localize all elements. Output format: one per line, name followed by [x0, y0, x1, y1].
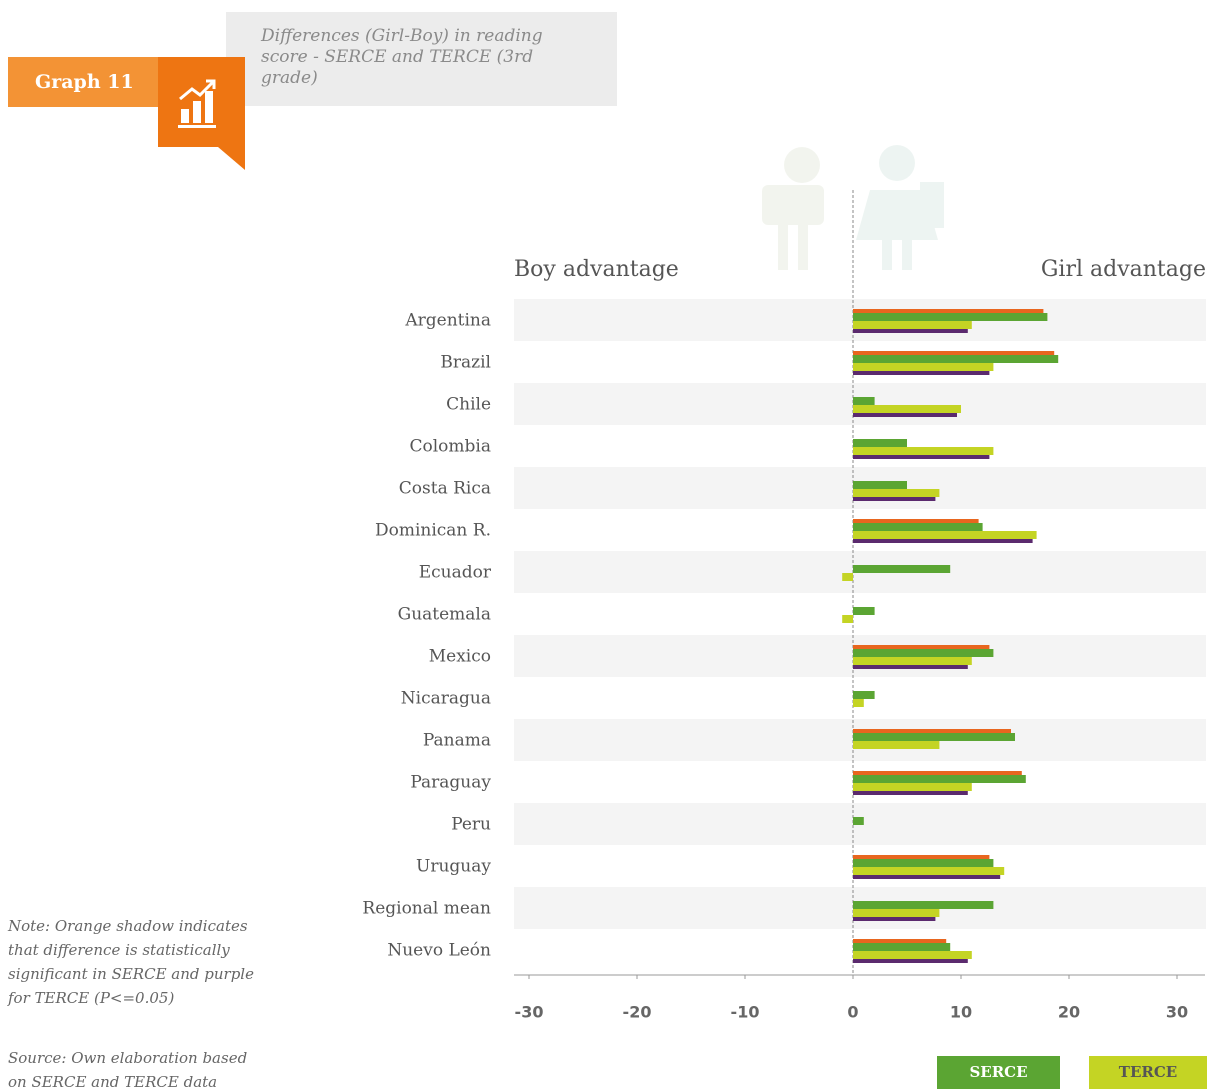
significance-shadow: [853, 455, 989, 459]
bar: [853, 699, 864, 707]
y-tick-label: Paraguay: [410, 773, 491, 793]
bar: [853, 397, 875, 405]
y-tick-label: Nuevo León: [387, 941, 491, 961]
significance-shadow: [853, 539, 1033, 543]
x-tick-label: -30: [515, 1003, 544, 1022]
x-tick-label: 20: [1058, 1003, 1080, 1022]
x-tick-label: -10: [731, 1003, 760, 1022]
bar: [853, 447, 993, 455]
bar: [853, 439, 907, 447]
significance-shadow: [853, 413, 957, 417]
y-tick-label: Regional mean: [362, 899, 491, 919]
bar: [842, 615, 853, 623]
bar: [853, 901, 993, 909]
bar: [853, 489, 939, 497]
significance-shadow: [853, 959, 968, 963]
y-tick-label: Argentina: [404, 311, 491, 331]
y-tick-label: Uruguay: [416, 857, 491, 877]
y-tick-label: Chile: [446, 395, 491, 415]
y-tick-label: Panama: [423, 731, 491, 751]
y-tick-label: Colombia: [410, 437, 492, 457]
bar: [853, 909, 939, 917]
bar: [853, 531, 1037, 539]
bar: [842, 573, 853, 581]
bar: [853, 355, 1058, 363]
bar: [853, 481, 907, 489]
x-tick-label: 0: [847, 1003, 858, 1022]
significance-shadow: [853, 917, 935, 921]
bar: [853, 951, 972, 959]
bar: [853, 363, 993, 371]
significance-shadow: [853, 791, 968, 795]
bar: [853, 859, 993, 867]
y-tick-label: Guatemala: [398, 605, 491, 625]
x-tick-label: 30: [1166, 1003, 1188, 1022]
bar: [853, 691, 875, 699]
significance-shadow: [853, 371, 989, 375]
bar: [853, 657, 972, 665]
legend-label: SERCE: [969, 1063, 1027, 1081]
bar: [853, 313, 1047, 321]
bar: [853, 607, 875, 615]
bar: [853, 943, 950, 951]
bar: [853, 817, 864, 825]
page: Differences (Girl-Boy) in reading score …: [0, 0, 1207, 1089]
bar: [853, 649, 993, 657]
x-tick-label: 10: [950, 1003, 972, 1022]
significance-shadow: [853, 329, 968, 333]
bar: [853, 321, 972, 329]
legend-label: TERCE: [1119, 1063, 1177, 1081]
bar: [853, 523, 983, 531]
y-tick-label: Costa Rica: [399, 479, 491, 499]
y-tick-label: Nicaragua: [401, 689, 491, 709]
y-tick-label: Mexico: [429, 647, 491, 667]
significance-shadow: [853, 875, 1000, 879]
y-tick-label: Brazil: [440, 353, 491, 373]
significance-shadow: [853, 665, 968, 669]
bar: [853, 783, 972, 791]
bar: [853, 733, 1015, 741]
y-tick-label: Ecuador: [419, 563, 492, 583]
y-tick-label: Peru: [451, 815, 491, 835]
left-label: Boy advantage: [514, 257, 679, 282]
right-label: Girl advantage: [1041, 257, 1206, 282]
bar: [853, 867, 1004, 875]
chart: Boy advantage Girl advantage Argentina Br…: [0, 0, 1207, 1089]
bar: [853, 741, 939, 749]
bar: [853, 565, 950, 573]
x-tick-label: -20: [623, 1003, 652, 1022]
significance-shadow: [853, 497, 935, 501]
y-tick-label: Dominican R.: [375, 521, 491, 541]
bar: [853, 405, 961, 413]
bar: [853, 775, 1026, 783]
